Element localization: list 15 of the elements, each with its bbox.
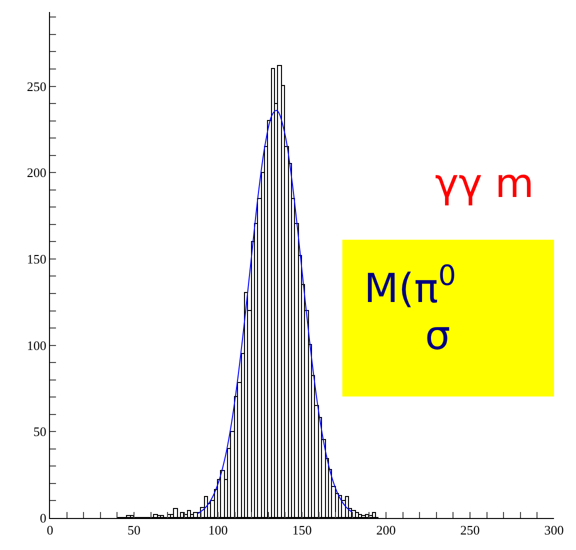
x-tick-label: 250 (460, 522, 480, 538)
annotation: γγ m (435, 161, 534, 207)
annotation: σ (425, 313, 450, 359)
y-tick-label: 250 (26, 78, 46, 94)
x-tick-label: 50 (128, 522, 140, 538)
x-tick-label: 150 (292, 522, 312, 538)
x-tick-label: 100 (208, 522, 228, 538)
y-tick-label: 50 (33, 424, 46, 440)
y-tick-label: 150 (26, 252, 46, 267)
y-tick-label: 0 (40, 510, 46, 526)
y-tick-label: 100 (26, 338, 46, 353)
annotation: M(π$^{0}$ (364, 259, 456, 312)
x-tick-label: 300 (544, 522, 564, 538)
x-tick-label: 200 (376, 522, 396, 538)
y-tick-label: 200 (26, 165, 46, 180)
